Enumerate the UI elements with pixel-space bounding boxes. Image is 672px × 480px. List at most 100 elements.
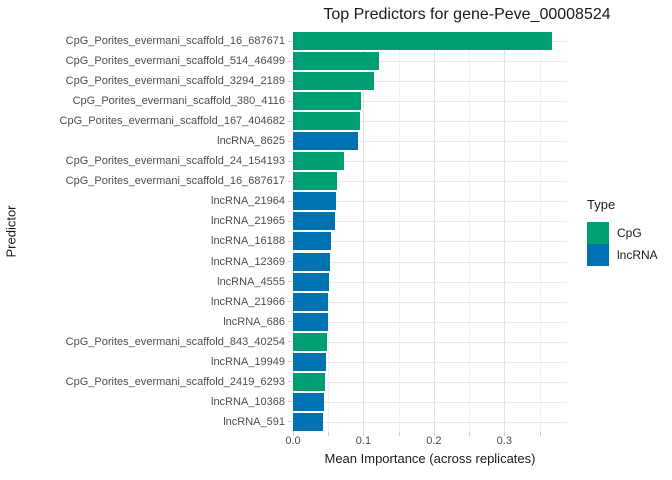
y-tick-label: CpG_Porites_evermani_scaffold_16_687671 [65,35,285,48]
y-tick-label: CpG_Porites_evermani_scaffold_2419_6293 [65,375,285,388]
x-tick-mark [328,432,330,436]
category-gridline [293,81,567,83]
y-tick-label: CpG_Porites_evermani_scaffold_514_46499 [65,55,285,68]
category-gridline [293,141,567,143]
bar-lncrna [293,412,323,431]
legend-label: CpG [617,226,642,240]
bar-lncrna [293,392,324,411]
y-label-row: lncRNA_21965 [0,211,292,231]
bar-cpg [293,92,361,111]
bar-cpg [293,372,325,391]
bar-lncrna [293,232,332,251]
bar-row [293,191,567,211]
y-tick-mark [288,180,292,182]
y-tick-mark [288,301,292,303]
y-tick-label: lncRNA_21966 [211,295,285,308]
y-tick-mark [288,80,292,82]
y-label-row: CpG_Porites_evermani_scaffold_3294_2189 [0,71,292,91]
y-tick-label: lncRNA_8625 [217,135,285,148]
bar-row [293,312,567,332]
bar-lncrna [293,352,327,371]
bar-row [293,292,567,312]
legend-key-cpg: CpG [587,222,672,244]
bar-cpg [293,52,379,71]
category-gridline [293,61,567,63]
minor-gridline [469,31,471,432]
major-gridline [363,31,365,432]
y-label-row: lncRNA_10368 [0,392,292,412]
x-axis-title: Mean Importance (across replicates) [324,451,536,466]
bar-cpg [293,72,374,91]
major-gridline [504,31,506,432]
category-gridline [293,121,567,123]
legend-label: lncRNA [617,248,658,262]
bar-row [293,412,567,432]
category-gridline [293,381,567,383]
y-tick-label: CpG_Porites_evermani_scaffold_16_687617 [65,175,285,188]
chart-title: Top Predictors for gene-Peve_00008524 [323,6,611,23]
bar-lncrna [293,292,329,311]
x-tick-mark [363,432,365,436]
category-gridline [293,341,567,343]
y-tick-label: lncRNA_21965 [211,215,285,228]
y-tick-mark [288,220,292,222]
bar-row [293,151,567,171]
x-tick-label: 0.1 [355,435,372,447]
y-label-row: lncRNA_19949 [0,352,292,372]
category-gridline [293,181,567,183]
y-tick-label: lncRNA_686 [223,315,285,328]
y-tick-mark [288,120,292,122]
bar-row [293,31,567,51]
x-tick-label: 0.0 [285,435,301,447]
y-label-row: CpG_Porites_evermani_scaffold_2419_6293 [0,372,292,392]
y-label-row: CpG_Porites_evermani_scaffold_167_404682 [0,111,292,131]
y-tick-mark [288,341,292,343]
category-gridline [293,101,567,103]
y-tick-label: lncRNA_19949 [211,355,285,368]
y-tick-mark [288,421,292,423]
y-tick-label: lncRNA_10368 [211,395,285,408]
bar-cpg [293,332,327,351]
y-label-row: lncRNA_21966 [0,292,292,312]
y-label-row: lncRNA_686 [0,312,292,332]
legend-swatch [587,244,609,266]
y-tick-label: lncRNA_4555 [217,275,285,288]
category-gridline [293,301,567,303]
bar-rows [293,31,567,432]
bar-row [293,392,567,412]
bar-row [293,231,567,251]
legend: Type CpG lncRNA [587,197,672,266]
y-tick-mark [288,100,292,102]
y-tick-label: CpG_Porites_evermani_scaffold_24_154193 [65,155,285,168]
bar-row [293,71,567,91]
y-tick-label: lncRNA_591 [223,415,285,428]
bar-cpg [293,152,345,171]
y-label-row: lncRNA_21964 [0,191,292,211]
minor-gridline [539,31,541,432]
bar-row [293,372,567,392]
x-tick-label: 0.3 [496,435,512,447]
legend-entries: CpG lncRNA [587,222,672,266]
legend-swatch [587,222,609,244]
major-gridline [433,31,435,432]
legend-title: Type [587,197,616,212]
category-gridline [293,321,567,323]
bar-row [293,332,567,352]
bar-lncrna [293,272,329,291]
y-tick-mark [288,40,292,42]
category-gridline [293,401,567,403]
bar-lncrna [293,312,329,331]
bar-row [293,51,567,71]
category-gridline [293,281,567,283]
bar-row [293,352,567,372]
y-label-row: lncRNA_4555 [0,272,292,292]
bar-lncrna [293,132,358,151]
bar-cpg [293,172,337,191]
bar-row [293,91,567,111]
legend-key-lncrna: lncRNA [587,244,672,266]
y-label-row: lncRNA_591 [0,412,292,432]
bar-row [293,252,567,272]
category-gridline [293,161,567,163]
x-tick-mark [504,432,506,436]
